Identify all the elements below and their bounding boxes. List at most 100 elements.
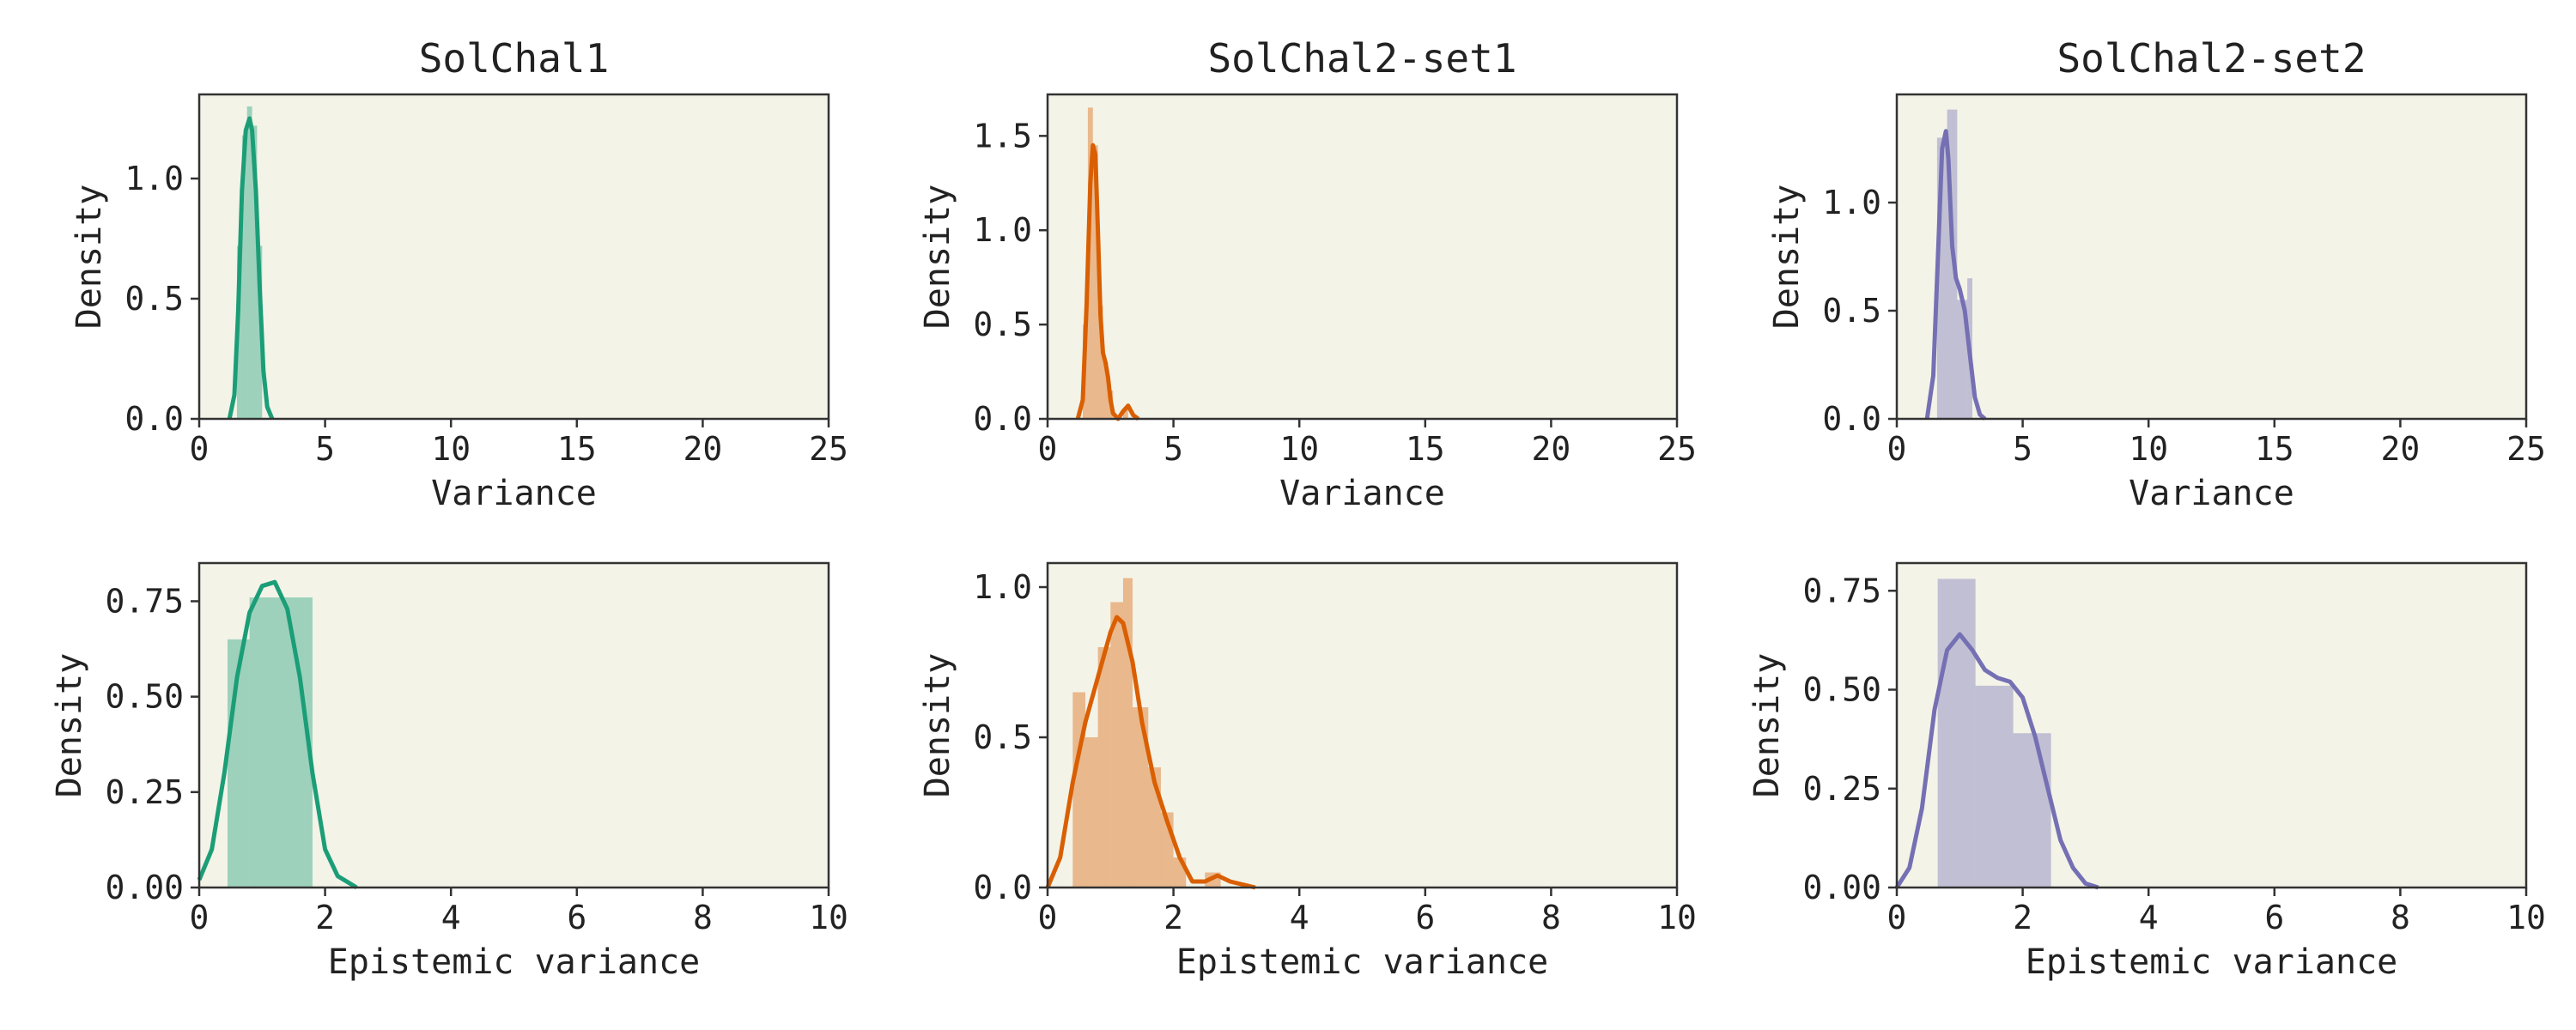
x-tick-label: 5: [2013, 430, 2032, 468]
histogram-bar: [2013, 733, 2051, 888]
axes-frame: [1046, 93, 1679, 421]
y-tick-label: 0.25: [105, 773, 184, 811]
histogram-bar: [1122, 578, 1133, 888]
x-tick-label: 10: [2129, 430, 2168, 468]
x-tick-label: 20: [683, 430, 723, 468]
plot-area: [1048, 563, 1677, 888]
histogram-bar: [249, 597, 313, 888]
y-axis-label: Density: [918, 653, 957, 798]
histogram-bar: [246, 106, 252, 419]
y-tick-label: 1.0: [973, 568, 1032, 606]
kde-line: [1894, 632, 2099, 890]
x-tick-label: 0: [1038, 899, 1058, 936]
axes-frame: [197, 561, 830, 889]
x-tick-label: 0: [190, 430, 210, 468]
kde-line: [1924, 129, 1987, 421]
kde-line: [227, 116, 275, 420]
x-tick-label: 25: [2506, 430, 2546, 468]
x-axis-label: Epistemic variance: [2026, 942, 2397, 982]
y-tick-label: 0.5: [125, 280, 184, 318]
axes-frame: [1046, 561, 1679, 889]
x-tick-label: 10: [1279, 430, 1319, 468]
subplot-3: 0 5 10 15 20 25 0.0 0.5 1.0 SolChal2-set2 Variance…: [1767, 35, 2546, 513]
x-tick-label: 10: [1657, 899, 1697, 936]
plot-area: [1897, 563, 2526, 888]
y-tick-label: 0.5: [973, 718, 1032, 756]
histogram-bar: [1937, 579, 1976, 888]
y-tick-label: 0.5: [973, 306, 1032, 343]
axes-frame: [1895, 561, 2528, 889]
x-tick-label: 2: [315, 899, 335, 936]
subplot-title: SolChal1: [419, 35, 610, 82]
subplot-5: 0 2 4 6 8 10 0.0 0.5 1.0 Epistemic variance Densit…: [918, 561, 1697, 982]
subplot-6: 0 2 4 6 8 10 0.00 0.25 0.50 0.75 Epistemic varianc…: [1747, 561, 2546, 982]
x-axis-label: Variance: [2129, 474, 2294, 513]
histogram-bar: [252, 125, 258, 419]
kde-line: [1075, 142, 1140, 421]
subplot-1: 0 5 10 15 20 25 0.0 0.5 1.0 SolChal1 Variance Densi…: [70, 35, 848, 513]
x-tick-label: 15: [557, 430, 597, 468]
x-tick-label: 8: [1541, 899, 1561, 936]
x-tick-label: 5: [1163, 430, 1183, 468]
y-tick-label: 0.0: [973, 869, 1032, 906]
x-tick-label: 8: [2391, 899, 2410, 936]
x-tick-label: 20: [2381, 430, 2421, 468]
histogram-bar: [1084, 737, 1098, 888]
histogram-bar: [1103, 362, 1109, 419]
x-tick-label: 5: [315, 430, 335, 468]
y-axis-label: Density: [70, 185, 109, 330]
x-tick-label: 6: [2264, 899, 2284, 936]
plot-area: [1048, 94, 1677, 419]
x-tick-label: 15: [2255, 430, 2294, 468]
x-tick-label: 0: [190, 899, 210, 936]
y-tick-label: 1.0: [125, 160, 184, 197]
y-tick-label: 1.0: [973, 211, 1032, 249]
x-tick-label: 6: [567, 899, 586, 936]
x-tick-label: 2: [2013, 899, 2032, 936]
histogram-bar: [1936, 137, 1947, 419]
x-axis-label: Variance: [431, 474, 597, 513]
x-tick-label: 4: [1290, 899, 1309, 936]
y-tick-label: 0.50: [1802, 671, 1881, 709]
histogram-bar: [1132, 707, 1149, 888]
x-tick-label: 10: [431, 430, 471, 468]
y-tick-label: 0.00: [1802, 869, 1881, 906]
histogram-bar: [236, 245, 242, 419]
x-tick-label: 15: [1406, 430, 1445, 468]
y-tick-label: 1.5: [973, 117, 1032, 154]
histogram-bar: [1087, 107, 1093, 419]
histogram-bar: [1097, 647, 1111, 888]
x-tick-label: 2: [1163, 899, 1183, 936]
y-axis-label: Density: [1767, 185, 1807, 330]
x-tick-label: 25: [1657, 430, 1697, 468]
x-tick-label: 4: [441, 899, 461, 936]
plot-area: [1897, 94, 2526, 419]
x-axis-label: Epistemic variance: [1176, 942, 1548, 982]
histogram-bar: [1122, 409, 1128, 419]
y-tick-label: 1.0: [1822, 184, 1881, 221]
histogram-bar: [241, 135, 247, 419]
subplot-2: 0 5 10 15 20 25 0.0 0.5 1.0 1.5 SolChal2-set1 Varia…: [918, 35, 1697, 513]
y-tick-label: 0.25: [1802, 770, 1881, 808]
kde-line: [197, 579, 358, 890]
y-tick-label: 0.0: [973, 400, 1032, 438]
x-tick-label: 10: [2506, 899, 2546, 936]
y-axis-label: Density: [1747, 653, 1787, 798]
y-tick-label: 0.0: [1822, 400, 1881, 438]
y-tick-label: 0.75: [1802, 572, 1881, 609]
subplot-title: SolChal2-set2: [2057, 35, 2366, 82]
axes-frame: [197, 93, 830, 421]
x-tick-label: 4: [2139, 899, 2159, 936]
histogram-bar: [1097, 306, 1103, 419]
x-tick-label: 20: [1532, 430, 1571, 468]
x-tick-label: 6: [1415, 899, 1435, 936]
y-tick-label: 0.00: [105, 869, 184, 906]
y-axis-label: Density: [50, 653, 89, 798]
histogram-bar: [1975, 685, 2014, 888]
x-tick-label: 8: [693, 899, 713, 936]
y-tick-label: 0.0: [125, 400, 184, 438]
histogram-bar: [1957, 300, 1968, 419]
x-tick-label: 0: [1038, 430, 1058, 468]
y-tick-label: 0.5: [1822, 292, 1881, 330]
subplot-4: 0 2 4 6 8 10 0.00 0.25 0.50 0.75 Epistemic varianc…: [50, 561, 848, 982]
